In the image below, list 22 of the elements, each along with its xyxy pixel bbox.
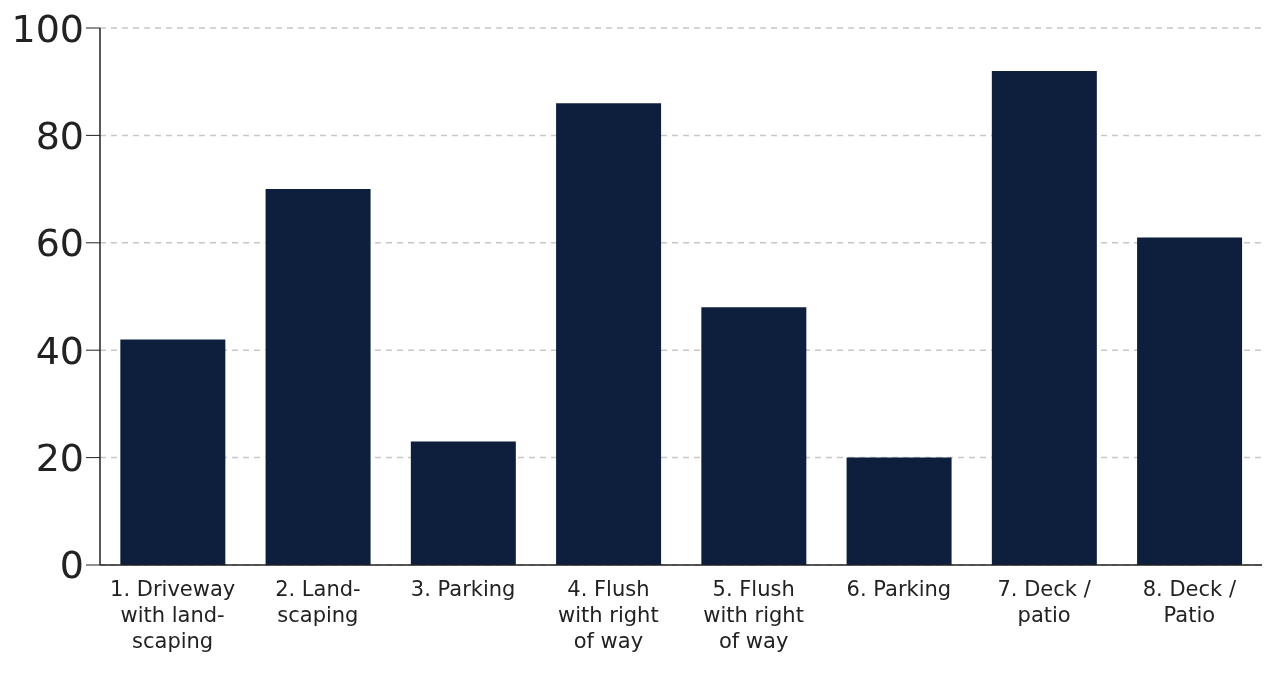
- x-tick-label: 5. Flush with right of way: [703, 576, 804, 654]
- x-tick-label: 2. Land- scaping: [275, 576, 361, 628]
- x-tick-label: 6. Parking: [846, 576, 952, 601]
- y-tick-label: 80: [35, 113, 84, 158]
- bar: [1137, 237, 1243, 565]
- x-tick-label: 8. Deck / Patio: [1142, 576, 1237, 628]
- y-tick-label: 40: [35, 328, 84, 373]
- x-tick-label: 7. Deck / patio: [997, 576, 1092, 628]
- bar: [120, 339, 226, 565]
- bar: [846, 457, 952, 565]
- bar: [265, 189, 371, 565]
- bar: [410, 441, 516, 565]
- x-tick-label: 1. Driveway with land- scaping: [110, 576, 236, 654]
- bar: [556, 103, 662, 565]
- y-tick-label: 0: [59, 543, 84, 588]
- x-tick-label: 4. Flush with right of way: [558, 576, 659, 654]
- y-tick-label: 20: [35, 436, 84, 481]
- bar: [991, 70, 1097, 565]
- y-tick-label: 60: [35, 221, 84, 266]
- bar: [701, 307, 807, 565]
- y-tick-label: 100: [11, 6, 84, 51]
- x-tick-label: 3. Parking: [410, 576, 516, 601]
